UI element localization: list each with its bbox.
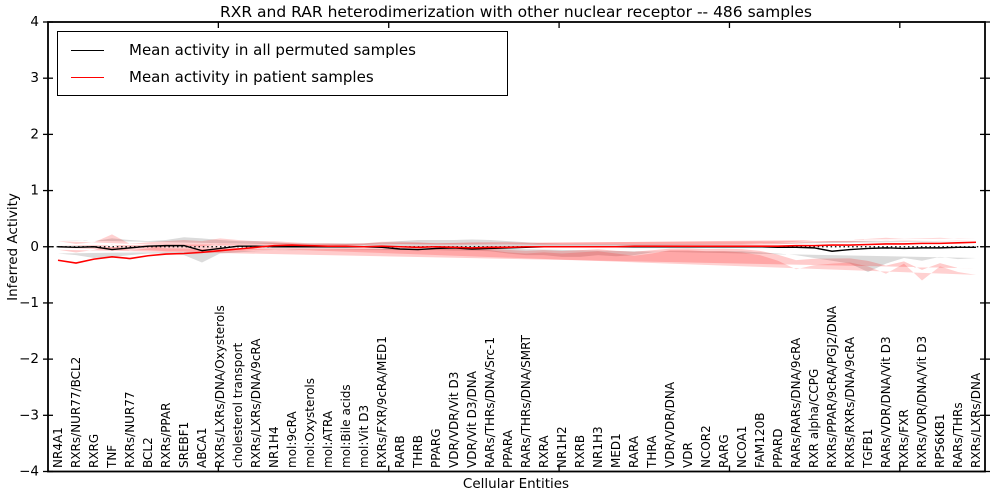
x-category-label: FAM120B [753, 413, 767, 469]
permuted-samples-range-band [58, 237, 976, 273]
y-tick-label: −2 [19, 351, 39, 367]
y-axis-title: Inferred Activity [5, 193, 21, 301]
legend-entry-permuted: Mean activity in all permuted samples [71, 41, 507, 59]
x-category-label: TGFB1 [861, 429, 875, 469]
x-category-label: VDR/VDR/Vit D3 [447, 372, 461, 468]
x-category-label: NCOR2 [699, 425, 713, 468]
x-category-label: RXRs/NUR77 [123, 391, 137, 468]
x-category-label: RARs/THRs/DNA/Src-1 [483, 337, 497, 468]
x-category-label: RPS6KB1 [933, 413, 947, 468]
x-category-label: mol:Bile acids [339, 384, 353, 468]
x-axis-title: Cellular Entities [462, 476, 570, 492]
x-category-label: RARA [627, 435, 641, 468]
x-category-label: VDR/Vit D3/DNA [465, 370, 479, 468]
x-category-label: RARs/THRs/DNA/SMRT [519, 334, 533, 468]
y-tick-label: −4 [19, 464, 39, 480]
x-category-label: RXRA [537, 435, 551, 468]
x-category-label: RXRs/VDR/DNA/Vit D3 [915, 336, 929, 468]
x-category-label: RXR alpha/CCPG [807, 369, 821, 468]
x-category-label: ABCA1 [195, 428, 209, 468]
x-category-label: PPARD [771, 429, 785, 469]
x-category-label: PPARA [501, 429, 515, 468]
x-category-label: RXRs/LXRs/DNA/Oxysterols [213, 305, 227, 468]
legend-label-permuted: Mean activity in all permuted samples [129, 41, 416, 59]
x-category-label: RARs/VDR/DNA/Vit D3 [879, 336, 893, 468]
x-category-label: NR4A1 [51, 427, 65, 468]
legend-entry-patient: Mean activity in patient samples [71, 68, 507, 86]
x-category-label: TNF [105, 445, 119, 469]
legend-line-swatch-patient [71, 76, 104, 78]
x-category-label: VDR [681, 442, 695, 468]
x-category-label: RXRs/LXRs/DNA/9cRA [249, 338, 263, 468]
y-tick-label: −1 [19, 295, 39, 311]
x-category-label: RARs/THRs [951, 402, 965, 468]
chart-title: RXR and RAR heterodimerization with othe… [219, 3, 813, 21]
x-category-label: RXRs/RXRs/DNA/9cRA [843, 336, 857, 468]
x-category-label: NR1H3 [591, 426, 605, 468]
x-category-label: BCL2 [141, 437, 155, 468]
patient-samples-inner-band [58, 240, 976, 270]
x-category-label: RXRs/LXRs/DNA [969, 372, 983, 468]
y-tick-label: 1 [30, 183, 39, 199]
y-tick-label: 4 [30, 14, 39, 30]
x-category-label: RXRs/PPAR [159, 403, 173, 468]
legend-line-swatch-permuted [71, 49, 104, 51]
x-category-label: cholesterol transport [231, 342, 245, 468]
x-category-label: THRB [411, 435, 425, 469]
y-tick-label: 3 [30, 70, 39, 86]
y-tick-label: −3 [19, 407, 39, 423]
x-category-label: NCOA1 [735, 426, 749, 468]
x-category-label: RARB [393, 435, 407, 468]
x-category-label: RXRG [87, 434, 101, 468]
x-category-label: RARG [717, 434, 731, 468]
x-category-label: RARs/RARs/DNA/9cRA [789, 337, 803, 468]
x-category-label: mol:ATRA [321, 410, 335, 468]
x-category-label: THRA [645, 435, 659, 469]
x-category-label: mol:Vit D3 [357, 405, 371, 468]
y-tick-label: 0 [30, 239, 39, 255]
x-category-label: mol:9cRA [285, 411, 299, 468]
x-category-label: RXRs/FXR [897, 409, 911, 468]
legend: Mean activity in all permuted samples Me… [57, 31, 508, 96]
x-category-label: SREBF1 [177, 422, 191, 468]
patient-samples-range-band [58, 234, 976, 281]
x-category-label: RXRs/FXR/9cRA/MED1 [375, 336, 389, 468]
x-category-label: NR1H4 [267, 426, 281, 468]
legend-label-patient: Mean activity in patient samples [129, 68, 374, 86]
x-category-label: MED1 [609, 433, 623, 468]
y-tick-label: 2 [30, 126, 39, 142]
patient-mean-line [57, 241, 977, 264]
x-category-label: RXRs/NUR77/BCL2 [69, 357, 83, 468]
x-category-label: PPARG [429, 428, 443, 468]
x-category-label: RXRB [573, 435, 587, 468]
x-category-label: VDR/VDR/DNA [663, 381, 677, 468]
x-category-label: RXRs/PPAR/9cRA/PGJ2/DNA [825, 305, 839, 468]
x-category-label: mol:Oxysterols [303, 378, 317, 468]
x-category-label: NR1H2 [555, 426, 569, 468]
